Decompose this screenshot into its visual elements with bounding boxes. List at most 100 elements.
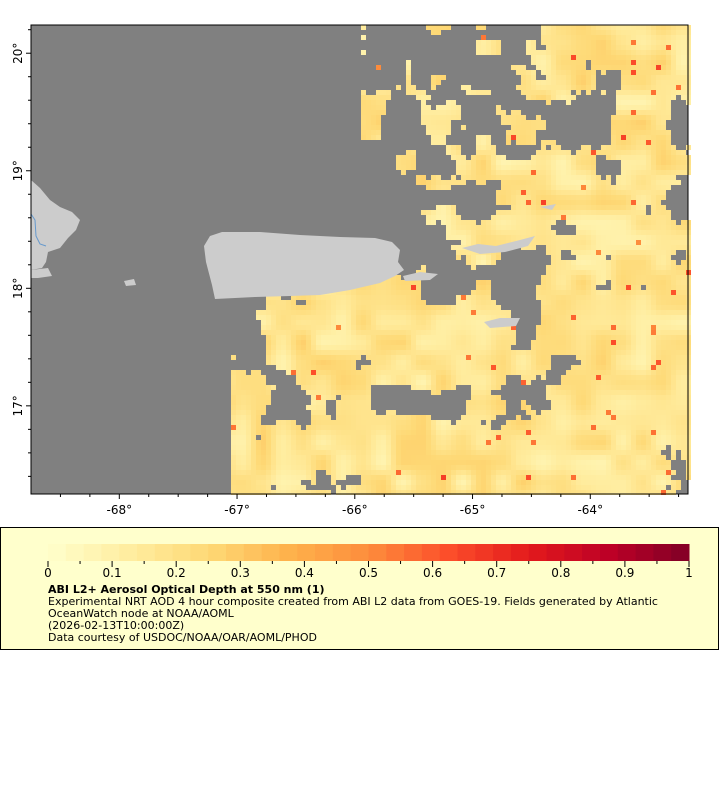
aod-cell — [391, 415, 396, 420]
aod-cell — [666, 370, 671, 375]
aod-cell — [531, 40, 536, 45]
aod-cell — [586, 165, 591, 170]
aod-cell — [271, 305, 276, 310]
aod-cell — [316, 395, 321, 400]
aod-cell — [281, 430, 286, 435]
aod-cell — [521, 165, 526, 170]
aod-cell — [256, 405, 261, 410]
aod-cell — [556, 70, 561, 75]
aod-cell — [521, 130, 526, 135]
aod-cell — [676, 155, 681, 160]
aod-cell — [591, 430, 596, 435]
aod-cell — [351, 440, 356, 445]
aod-cell — [456, 245, 461, 250]
aod-cell — [526, 130, 531, 135]
aod-cell — [421, 265, 426, 270]
aod-cell — [611, 210, 616, 215]
aod-cell — [581, 160, 586, 165]
aod-cell — [336, 310, 341, 315]
aod-cell — [436, 450, 441, 455]
aod-cell — [311, 445, 316, 450]
aod-cell — [441, 380, 446, 385]
aod-cell — [281, 340, 286, 345]
aod-cell — [666, 170, 671, 175]
aod-cell — [306, 340, 311, 345]
aod-cell — [461, 455, 466, 460]
aod-cell — [376, 95, 381, 100]
aod-cell — [601, 295, 606, 300]
aod-cell — [276, 365, 281, 370]
aod-cell — [511, 360, 516, 365]
aod-cell — [636, 95, 641, 100]
aod-cell — [486, 170, 491, 175]
aod-cell — [566, 75, 571, 80]
aod-cell — [531, 160, 536, 165]
aod-cell — [666, 250, 671, 255]
aod-cell — [296, 445, 301, 450]
aod-cell — [591, 245, 596, 250]
aod-cell — [591, 440, 596, 445]
aod-cell — [671, 290, 676, 295]
aod-cell — [491, 160, 496, 165]
aod-cell — [501, 335, 506, 340]
aod-cell — [271, 340, 276, 345]
aod-cell — [551, 290, 556, 295]
aod-cell — [486, 220, 491, 225]
aod-cell — [421, 320, 426, 325]
aod-cell — [241, 380, 246, 385]
aod-cell — [606, 360, 611, 365]
aod-cell — [571, 450, 576, 455]
aod-cell — [621, 430, 626, 435]
aod-cell — [556, 320, 561, 325]
aod-cell — [616, 195, 621, 200]
aod-cell — [451, 345, 456, 350]
aod-cell — [541, 190, 546, 195]
aod-cell — [671, 240, 676, 245]
aod-cell — [331, 425, 336, 430]
aod-cell — [591, 150, 596, 155]
aod-cell — [466, 255, 471, 260]
aod-cell — [566, 380, 571, 385]
aod-cell — [401, 350, 406, 355]
aod-cell — [666, 185, 671, 190]
aod-cell — [531, 220, 536, 225]
aod-cell — [491, 385, 496, 390]
aod-cell — [481, 445, 486, 450]
aod-cell — [406, 285, 411, 290]
aod-cell — [586, 45, 591, 50]
aod-cell — [411, 440, 416, 445]
aod-cell — [486, 290, 491, 295]
aod-cell — [266, 475, 271, 480]
aod-cell — [586, 30, 591, 35]
aod-cell — [631, 325, 636, 330]
aod-cell — [496, 350, 501, 355]
aod-cell — [536, 230, 541, 235]
aod-cell — [676, 40, 681, 45]
aod-cell — [266, 330, 271, 335]
aod-cell — [521, 115, 526, 120]
aod-cell — [656, 225, 661, 230]
aod-cell — [396, 470, 401, 475]
aod-cell — [346, 390, 351, 395]
aod-cell — [616, 435, 621, 440]
aod-cell — [661, 380, 666, 385]
aod-cell — [606, 335, 611, 340]
aod-cell — [666, 360, 671, 365]
aod-cell — [306, 475, 311, 480]
aod-cell — [541, 150, 546, 155]
aod-cell — [521, 215, 526, 220]
aod-cell — [566, 240, 571, 245]
aod-cell — [371, 370, 376, 375]
aod-cell — [541, 170, 546, 175]
aod-cell — [516, 355, 521, 360]
aod-cell — [286, 465, 291, 470]
aod-cell — [441, 430, 446, 435]
aod-cell — [236, 385, 241, 390]
aod-cell — [656, 140, 661, 145]
aod-cell — [481, 45, 486, 50]
aod-cell — [681, 155, 686, 160]
aod-cell — [631, 465, 636, 470]
aod-cell — [446, 130, 451, 135]
aod-cell — [291, 355, 296, 360]
aod-cell — [471, 385, 476, 390]
